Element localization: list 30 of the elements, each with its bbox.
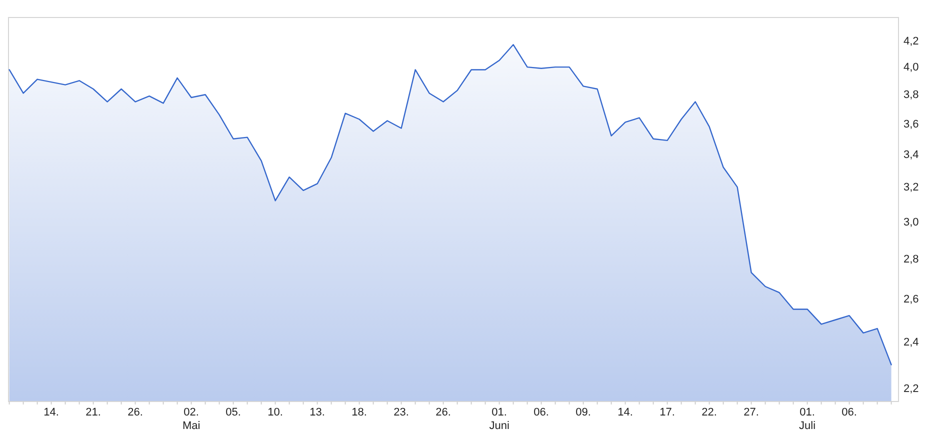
y-tick-label: 3,0 (904, 216, 919, 228)
x-tick-label: 06. (534, 406, 549, 418)
y-tick-label: 3,6 (904, 118, 919, 130)
y-tick-label: 4,2 (904, 35, 919, 48)
x-tick-label: 21. (86, 406, 101, 418)
x-tick-label: 13. (310, 406, 325, 418)
x-tick-label: 02. Mai (182, 406, 200, 432)
x-tick-label: 22. (702, 406, 717, 418)
y-tick-label: 2,6 (904, 293, 919, 306)
x-tick-label: 14. (44, 406, 59, 418)
x-tick-label: 09. (576, 406, 591, 418)
y-tick-label: 2,8 (904, 253, 919, 266)
y-tick-label: 2,2 (904, 383, 919, 396)
x-tick-label: 18. (352, 406, 367, 418)
x-tick-label: 06. (842, 406, 857, 418)
x-tick-label: 17. (660, 406, 675, 418)
x-tick-label: 26. (128, 406, 143, 418)
x-tick-label: 01. Juli (799, 406, 816, 432)
x-tick-label: 26. (436, 406, 451, 418)
x-tick-label: 14. (618, 406, 633, 418)
x-tick-label: 01. Juni (489, 406, 510, 432)
x-tick-label: 05. (226, 406, 241, 418)
y-tick-label: 2,4 (904, 336, 919, 348)
x-tick-label: 23. (394, 406, 409, 418)
x-tick-label: 27. (744, 406, 759, 418)
y-tick-label: 4,0 (904, 62, 919, 74)
y-tick-label: 3,4 (904, 148, 919, 161)
y-tick-label: 3,2 (904, 182, 919, 194)
x-tick-label: 10. (268, 406, 283, 418)
y-tick-label: 3,8 (904, 89, 919, 102)
